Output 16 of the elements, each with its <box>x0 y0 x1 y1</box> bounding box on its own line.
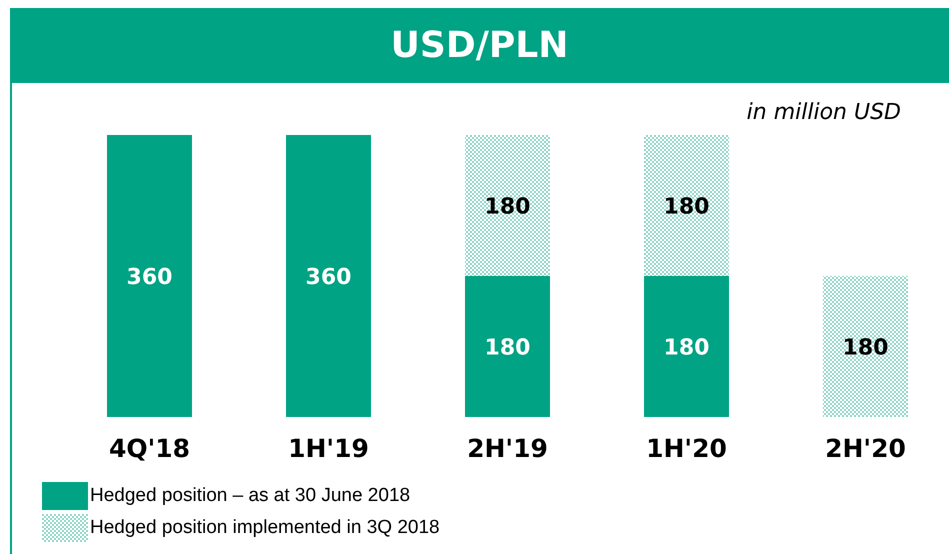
data-label: 180 <box>842 335 888 360</box>
x-tick-label: 1H'20 <box>646 434 727 463</box>
legend-label: Hedged position – as at 30 June 2018 <box>90 485 410 507</box>
x-tick-label: 2H'19 <box>467 434 548 463</box>
x-tick-label: 1H'19 <box>288 434 369 463</box>
data-label: 180 <box>664 335 710 360</box>
legend-label: Hedged position implemented in 3Q 2018 <box>90 517 440 539</box>
x-tick-label: 4Q'18 <box>108 434 190 463</box>
text: in million USD <box>746 100 901 125</box>
data-label: 180 <box>664 194 710 220</box>
data-label: 360 <box>126 264 172 290</box>
x-tick-label: 2H'20 <box>825 434 906 463</box>
data-label: 180 <box>484 194 530 220</box>
data-label: 180 <box>484 335 530 360</box>
data-label: 360 <box>306 264 352 290</box>
chart-title: USD/PLN <box>10 8 949 83</box>
